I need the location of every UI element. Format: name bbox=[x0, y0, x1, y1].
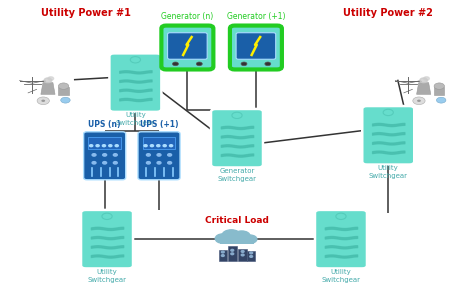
Circle shape bbox=[146, 162, 150, 164]
Text: Utility
Switchgear: Utility Switchgear bbox=[321, 269, 360, 283]
Circle shape bbox=[109, 145, 112, 147]
Text: Utility
Switchgear: Utility Switchgear bbox=[88, 269, 127, 283]
Circle shape bbox=[96, 145, 99, 147]
FancyBboxPatch shape bbox=[143, 137, 175, 149]
Text: Utility
Switchgear: Utility Switchgear bbox=[116, 113, 155, 126]
Circle shape bbox=[250, 252, 253, 254]
FancyBboxPatch shape bbox=[88, 137, 121, 149]
Circle shape bbox=[44, 78, 52, 83]
Circle shape bbox=[168, 162, 172, 164]
Circle shape bbox=[163, 145, 166, 147]
Text: Critical Load: Critical Load bbox=[205, 216, 269, 225]
Circle shape bbox=[265, 62, 271, 66]
Circle shape bbox=[92, 154, 96, 156]
Polygon shape bbox=[41, 83, 55, 94]
FancyBboxPatch shape bbox=[109, 54, 161, 112]
FancyBboxPatch shape bbox=[83, 132, 126, 180]
Circle shape bbox=[37, 97, 49, 105]
Circle shape bbox=[144, 145, 147, 147]
FancyBboxPatch shape bbox=[168, 33, 207, 59]
FancyBboxPatch shape bbox=[138, 132, 180, 180]
Circle shape bbox=[102, 145, 106, 147]
Polygon shape bbox=[417, 83, 431, 94]
Circle shape bbox=[170, 145, 173, 147]
FancyBboxPatch shape bbox=[58, 87, 69, 95]
Circle shape bbox=[157, 154, 161, 156]
FancyBboxPatch shape bbox=[315, 210, 367, 268]
FancyBboxPatch shape bbox=[220, 238, 254, 244]
Circle shape bbox=[103, 154, 107, 156]
Text: Utility Power #1: Utility Power #1 bbox=[41, 8, 131, 18]
FancyBboxPatch shape bbox=[219, 250, 227, 261]
FancyBboxPatch shape bbox=[211, 109, 263, 168]
Circle shape bbox=[437, 97, 446, 103]
Circle shape bbox=[115, 145, 118, 147]
Circle shape bbox=[231, 253, 234, 255]
Circle shape bbox=[90, 145, 93, 147]
Circle shape bbox=[244, 235, 257, 243]
Circle shape bbox=[417, 100, 421, 102]
Circle shape bbox=[424, 77, 429, 80]
Circle shape bbox=[336, 213, 346, 220]
Circle shape bbox=[150, 145, 154, 147]
Text: UPS (+1): UPS (+1) bbox=[140, 120, 178, 128]
FancyBboxPatch shape bbox=[434, 87, 445, 95]
Circle shape bbox=[41, 100, 45, 102]
Circle shape bbox=[102, 213, 112, 220]
FancyBboxPatch shape bbox=[161, 26, 213, 69]
Circle shape bbox=[241, 250, 244, 252]
Circle shape bbox=[48, 77, 54, 80]
Circle shape bbox=[221, 251, 224, 253]
Text: UPS (n): UPS (n) bbox=[89, 120, 121, 128]
Circle shape bbox=[241, 62, 247, 66]
Circle shape bbox=[157, 145, 160, 147]
Text: Generator (n): Generator (n) bbox=[161, 12, 213, 21]
Circle shape bbox=[250, 255, 253, 257]
Circle shape bbox=[221, 255, 224, 256]
Circle shape bbox=[241, 254, 244, 256]
Circle shape bbox=[146, 154, 150, 156]
Circle shape bbox=[173, 62, 178, 66]
Circle shape bbox=[58, 83, 69, 89]
Text: Utility Power #2: Utility Power #2 bbox=[343, 8, 433, 18]
FancyBboxPatch shape bbox=[362, 106, 414, 165]
Circle shape bbox=[413, 97, 425, 105]
FancyBboxPatch shape bbox=[81, 210, 133, 268]
Circle shape bbox=[113, 154, 117, 156]
Circle shape bbox=[215, 234, 230, 243]
Circle shape bbox=[383, 109, 393, 116]
Circle shape bbox=[233, 231, 250, 241]
Circle shape bbox=[196, 62, 202, 66]
Circle shape bbox=[113, 162, 117, 164]
Circle shape bbox=[434, 83, 445, 89]
FancyBboxPatch shape bbox=[228, 246, 237, 261]
FancyBboxPatch shape bbox=[236, 33, 276, 59]
Circle shape bbox=[103, 162, 107, 164]
Text: Generator
Switchgear: Generator Switchgear bbox=[218, 168, 256, 182]
Circle shape bbox=[420, 78, 428, 83]
Text: Utility
Switchgear: Utility Switchgear bbox=[369, 165, 408, 179]
Circle shape bbox=[231, 249, 234, 251]
Text: Generator (+1): Generator (+1) bbox=[227, 12, 285, 21]
Circle shape bbox=[130, 57, 140, 63]
Circle shape bbox=[157, 162, 161, 164]
FancyBboxPatch shape bbox=[230, 26, 282, 69]
Circle shape bbox=[168, 154, 172, 156]
Circle shape bbox=[92, 162, 96, 164]
FancyBboxPatch shape bbox=[247, 251, 255, 261]
FancyBboxPatch shape bbox=[238, 248, 247, 261]
Circle shape bbox=[61, 97, 70, 103]
Circle shape bbox=[232, 112, 242, 118]
Circle shape bbox=[222, 230, 241, 241]
